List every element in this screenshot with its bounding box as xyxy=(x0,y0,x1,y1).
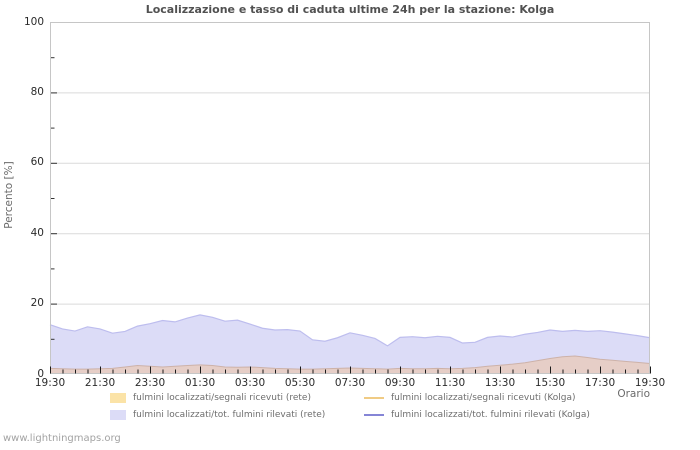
y-tick-label: 40 xyxy=(30,226,44,239)
legend-label: fulmini localizzati/tot. fulmini rilevat… xyxy=(391,410,590,420)
legend-item-kolga-rilevati: fulmini localizzati/tot. fulmini rilevat… xyxy=(364,410,590,420)
legend-line-kolga-segnali xyxy=(364,397,384,399)
x-tick-label: 05:30 xyxy=(284,377,316,389)
x-tick-label: 13:30 xyxy=(484,377,516,389)
y-tick-label: 20 xyxy=(30,297,44,310)
x-tick-label: 19:30 xyxy=(634,377,666,389)
x-tick-label: 07:30 xyxy=(334,377,366,389)
x-tick-label: 09:30 xyxy=(384,377,416,389)
y-tick-label: 100 xyxy=(23,15,44,28)
y-tick-label: 80 xyxy=(30,85,44,98)
legend-item-kolga-segnali: fulmini localizzati/segnali ricevuti (Ko… xyxy=(364,393,576,403)
legend-label: fulmini localizzati/segnali ricevuti (re… xyxy=(133,393,311,403)
legend-line-kolga-rilevati xyxy=(364,414,384,416)
x-tick-label: 19:30 xyxy=(34,377,66,389)
y-tick-label: 0 xyxy=(37,367,44,380)
legend-swatch-area-rete-segnali xyxy=(110,393,126,403)
legend-label: fulmini localizzati/tot. fulmini rilevat… xyxy=(133,410,326,420)
legend-swatch-area-rete-rilevati xyxy=(110,410,126,420)
watermark: www.lightningmaps.org xyxy=(3,433,121,444)
area-rete-rilevati xyxy=(50,314,650,374)
y-tick-label: 60 xyxy=(30,156,44,169)
line-kolga-rilevati xyxy=(49,314,651,347)
x-tick-label: 15:30 xyxy=(534,377,566,389)
chart-title: Localizzazione e tasso di caduta ultime … xyxy=(145,3,555,16)
x-tick-label: 17:30 xyxy=(584,377,616,389)
x-axis-label: Orario xyxy=(617,388,650,400)
plot-canvas xyxy=(49,22,651,374)
legend-label: fulmini localizzati/segnali ricevuti (Ko… xyxy=(391,393,576,403)
x-tick-label: 03:30 xyxy=(234,377,266,389)
x-tick-label: 21:30 xyxy=(84,377,116,389)
x-tick-label: 01:30 xyxy=(184,377,216,389)
legend-item-rete-segnali: fulmini localizzati/segnali ricevuti (re… xyxy=(110,393,311,403)
x-tick-label: 23:30 xyxy=(134,377,166,389)
plot-border xyxy=(50,22,650,374)
legend-item-rete-rilevati: fulmini localizzati/tot. fulmini rilevat… xyxy=(110,410,325,420)
x-tick-label: 11:30 xyxy=(434,377,466,389)
